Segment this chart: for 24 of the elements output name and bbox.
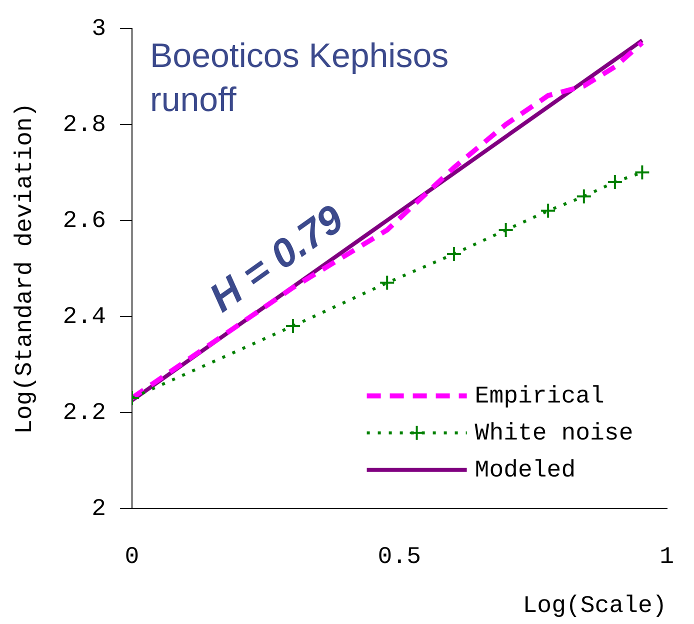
point xyxy=(498,222,514,238)
point xyxy=(606,174,623,190)
y-tick-label: 2.8 xyxy=(62,112,106,139)
point xyxy=(576,188,592,204)
point xyxy=(540,202,556,219)
y-axis-title: Log(Standard deviation) xyxy=(12,102,39,434)
y-tick-label: 2.2 xyxy=(62,400,106,427)
legend-label: Empirical xyxy=(474,383,604,410)
x-tick-label: 0.5 xyxy=(378,544,422,572)
point xyxy=(284,318,301,334)
y-tick-label: 3 xyxy=(92,16,106,43)
point xyxy=(379,274,396,291)
y-tick-label: 2 xyxy=(92,496,106,523)
legend-label: Modeled xyxy=(474,457,576,484)
x-tick-label: 1 xyxy=(660,544,674,572)
annotation: H = 0.79 xyxy=(202,196,352,321)
x-tick-label: 0 xyxy=(124,544,140,572)
legend-label: White noise xyxy=(474,420,634,448)
y-tick-label: 2.4 xyxy=(62,304,106,331)
y-tick-label: 2.6 xyxy=(62,208,106,235)
point xyxy=(446,246,462,262)
point xyxy=(634,164,650,180)
text: Boeoticos Kephisos runoff xyxy=(150,36,449,119)
x-axis-title: Log(Scale) xyxy=(522,592,667,620)
